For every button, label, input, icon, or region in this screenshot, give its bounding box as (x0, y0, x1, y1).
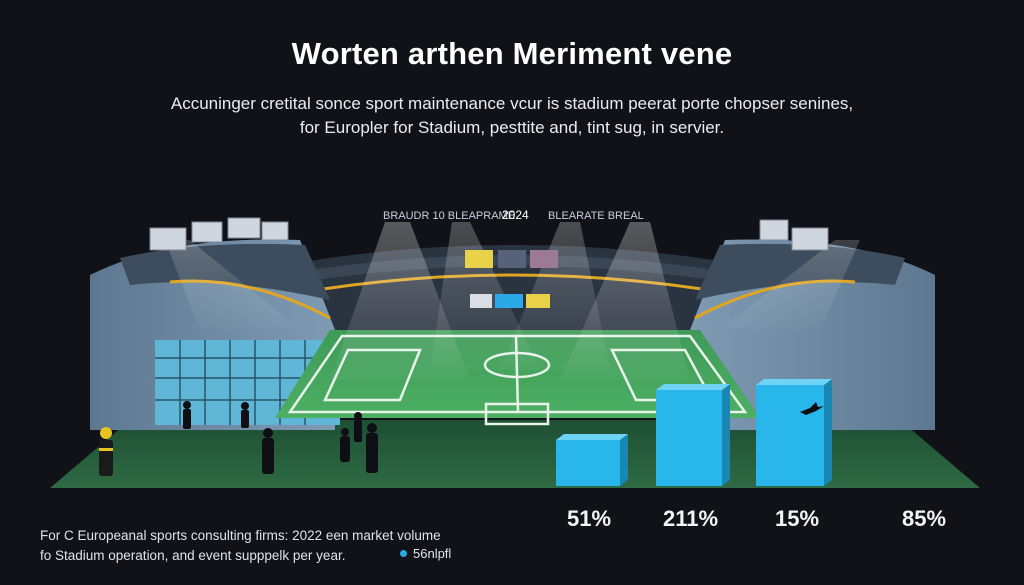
subtitle-line-2: for Europler for Stadium, pesttite and, … (299, 118, 725, 137)
value-label-4: 85% (902, 506, 947, 531)
footer-note: For C Europeanal sports consulting firms… (40, 526, 441, 566)
legend-label: 56nlpfl (413, 546, 452, 561)
floodlights-right (759, 219, 829, 251)
scoreboard-year: 2024 (502, 208, 529, 222)
legend-dot-icon (400, 550, 407, 557)
scoreboard-screens (465, 250, 558, 308)
footer-line-1: For C Europeanal sports consulting firms… (40, 528, 441, 543)
value-label-3: 15% (775, 506, 820, 531)
floodlights-left (149, 217, 289, 251)
legend: 56nlpfl (400, 546, 451, 561)
scoreboard-right-text: BLEARATE BREAL (548, 210, 644, 222)
worker-figure (99, 427, 113, 476)
footer-line-2: fo Stadium operation, and event supppelk… (40, 548, 346, 563)
value-label-1: 51% (567, 506, 612, 531)
subtitle-line-1: Accuninger cretital sonce sport maintena… (170, 94, 854, 113)
page-subtitle: Accuninger cretital sonce sport maintena… (112, 92, 912, 140)
ground (50, 420, 980, 488)
value-label-2: 211% (663, 506, 719, 531)
page-title: Worten arthen Meriment vene (291, 36, 733, 71)
floodlight-beams (165, 222, 860, 380)
people (183, 401, 378, 474)
scoreboard-left-text: BRAUDR 10 BLEAPRAME (383, 210, 516, 222)
